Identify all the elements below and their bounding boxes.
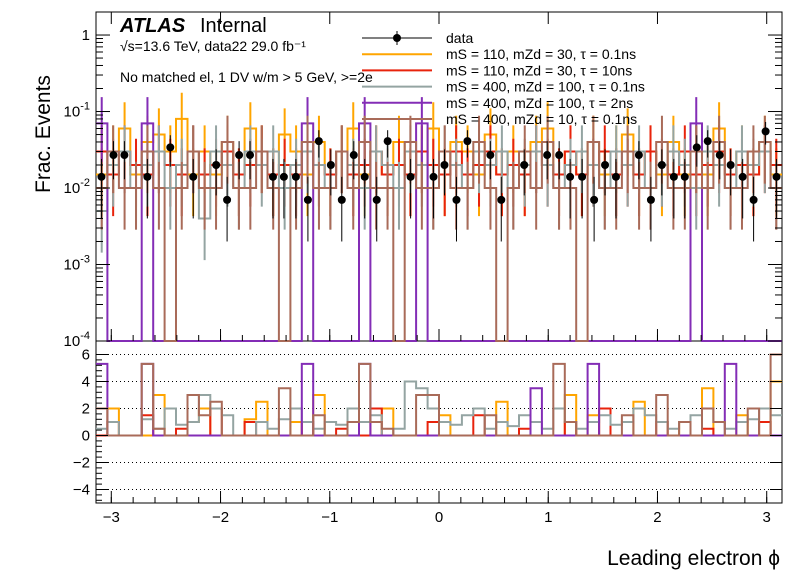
x-tick-label: −3	[103, 509, 120, 526]
y-axis-title: Frac. Events	[32, 75, 55, 193]
ratio-y-tick-label: 6	[82, 347, 90, 364]
x-axis-title: Leading electron ϕ	[607, 547, 780, 570]
data-point	[429, 172, 438, 181]
x-tick-label: −1	[321, 509, 338, 526]
data-point	[738, 172, 747, 181]
data-point	[590, 195, 599, 204]
data-point	[383, 137, 392, 146]
data-point	[566, 172, 575, 181]
data-point	[223, 195, 232, 204]
data-point	[646, 195, 655, 204]
x-tick-label: 0	[435, 509, 443, 526]
ratio-hist-series-4	[96, 353, 782, 437]
legend-label-3: mS = 400, mZd = 100, τ = 0.1ns	[446, 79, 645, 95]
main-hist-series-3	[96, 122, 782, 342]
data-point	[166, 143, 175, 152]
data-point	[97, 172, 106, 181]
data-point	[303, 195, 312, 204]
legend-label-0: data	[446, 30, 473, 46]
x-axis: −3 −2 −1 0 1 2 3	[103, 12, 771, 526]
ratio-histograms	[96, 353, 782, 437]
data-point	[246, 151, 255, 160]
data-point	[669, 172, 678, 181]
data-point	[486, 151, 495, 160]
ratio-y-tick-label: −4	[73, 482, 90, 499]
data-point	[440, 160, 449, 169]
data-point	[657, 160, 666, 169]
data-point	[291, 172, 300, 181]
ratio-y-tick-label: −2	[73, 455, 90, 472]
data-point	[601, 160, 610, 169]
ratio-y-tick-label: 4	[82, 374, 90, 391]
data-point	[189, 172, 198, 181]
legend-label-1: mS = 110, mZd = 30, τ = 0.1ns	[446, 46, 636, 62]
main-hist-series-4	[96, 141, 782, 342]
data-point	[543, 151, 552, 160]
data-point	[109, 151, 118, 160]
data-point	[761, 127, 770, 136]
data-point	[279, 172, 288, 181]
data-point	[235, 151, 244, 160]
data-point	[406, 172, 415, 181]
data-point	[337, 195, 346, 204]
data-point	[634, 151, 643, 160]
data-point	[520, 160, 529, 169]
data-point	[314, 137, 323, 146]
main-y-tick-label: 10-1	[64, 101, 90, 121]
data-points	[97, 121, 781, 242]
data-point	[326, 160, 335, 169]
data-point	[497, 195, 506, 204]
data-point	[463, 137, 472, 146]
ratio-y-tick-label: 2	[82, 401, 90, 418]
x-tick-label: 3	[763, 509, 771, 526]
legend-label-4: mS = 400, mZd = 100, τ = 2ns	[446, 95, 633, 111]
legend-data-marker	[393, 34, 401, 42]
main-y-tick-label: 1	[82, 27, 90, 44]
data-point	[611, 172, 620, 181]
data-point	[360, 172, 369, 181]
x-tick-label: 2	[653, 509, 661, 526]
legend-label-2: mS = 110, mZd = 30, τ = 10ns	[446, 62, 632, 78]
data-point	[578, 172, 587, 181]
data-point	[143, 172, 152, 181]
data-point	[715, 151, 724, 160]
atlas-label: ATLAS	[119, 15, 186, 37]
data-point	[120, 151, 129, 160]
data-point	[349, 151, 358, 160]
data-point	[452, 195, 461, 204]
ratio-hist-series-3	[96, 362, 782, 437]
data-point	[749, 195, 758, 204]
x-tick-label: 1	[544, 509, 552, 526]
x-tick-label: −2	[212, 509, 229, 526]
main-y-tick-label: 10-2	[64, 177, 90, 197]
data-point	[212, 160, 221, 169]
main-y-tick-label: 10-3	[64, 254, 90, 274]
data-point	[772, 172, 781, 181]
data-point	[555, 151, 564, 160]
ratio-y-axis: 6 4 2 0 −2 −4	[73, 347, 782, 501]
legend-label-5: mS = 400, mZd = 10, τ = 0.1ns	[446, 111, 637, 127]
internal-label: Internal	[200, 15, 267, 37]
main-y-axis: 110-110-210-310-4	[64, 11, 782, 350]
data-point	[372, 195, 381, 204]
data-point	[726, 160, 735, 169]
data-point	[692, 143, 701, 152]
data-point	[703, 137, 712, 146]
data-point	[680, 172, 689, 181]
data-point	[268, 172, 277, 181]
selection-label: No matched el, 1 DV w/m > 5 GeV, >=2e	[120, 69, 373, 85]
ratio-y-tick-label: 0	[82, 428, 90, 445]
energy-lumi-label: √s=13.6 TeV, data22 29.0 fb⁻¹	[120, 38, 306, 54]
main-histograms	[96, 92, 782, 342]
